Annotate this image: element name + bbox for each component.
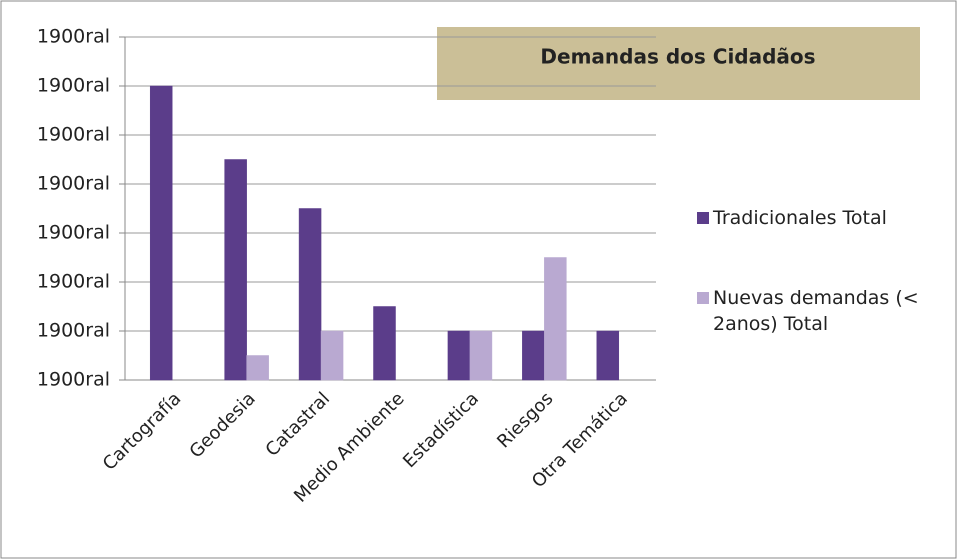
chart-title: Demandas dos Cidadãos [540, 45, 815, 69]
bar [596, 330, 620, 381]
y-tick-label: 1900ral [37, 369, 110, 391]
y-tick-label: 1900ral [37, 320, 110, 342]
y-tick-label: 1900ral [37, 75, 110, 97]
bar [246, 355, 269, 381]
bar [320, 330, 344, 381]
bar [522, 330, 545, 381]
bar [149, 85, 173, 381]
legend-label: Tradicionales Total [713, 207, 887, 229]
bar [298, 208, 322, 381]
bar [373, 306, 396, 381]
y-tick-label: 1900ral [37, 222, 110, 244]
bar [447, 330, 471, 381]
legend-label: Nuevas demandas (< 2anos) Total [713, 287, 919, 335]
bar [469, 330, 493, 381]
y-tick-label: 1900ral [37, 124, 110, 146]
y-tick-label: 1900ral [37, 26, 110, 48]
bar [544, 257, 567, 381]
y-tick-label: 1900ral [37, 173, 110, 195]
legend-swatch [697, 292, 709, 304]
bar [224, 159, 247, 381]
y-tick-label: 1900ral [37, 271, 110, 293]
title-box [437, 27, 920, 100]
legend-swatch [697, 212, 709, 224]
